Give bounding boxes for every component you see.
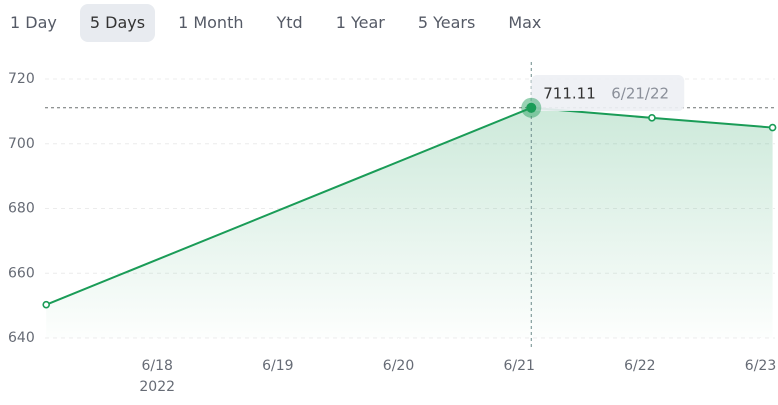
year-label: 2022 (139, 379, 175, 395)
x-tick-label: 6/21 (503, 358, 534, 374)
range-tab[interactable]: 5 Days (79, 4, 156, 42)
y-tick-label: 720 (8, 71, 35, 87)
range-tab[interactable]: 5 Years (417, 13, 476, 32)
price-line (45, 106, 773, 306)
y-tick-label: 640 (8, 330, 35, 346)
point (648, 114, 656, 122)
area (46, 107, 773, 338)
range-tab[interactable]: 1 Month (178, 13, 244, 32)
range-tab[interactable]: Max (508, 13, 542, 32)
x-tick-label: 6/19 (262, 358, 293, 374)
tooltip-date: 6/21/22 (611, 85, 669, 103)
point (768, 123, 777, 132)
range-tab[interactable]: 1 Year (335, 13, 385, 32)
tooltip-value: 711.11 (543, 85, 596, 103)
point (526, 102, 537, 113)
range-tab[interactable]: Ytd (276, 13, 303, 32)
range-tabs: 1 Day 5 Days 1 Month Ytd 1 Year 5 Years Max (0, 4, 564, 42)
x-tick-label: 6/18 (141, 358, 172, 374)
point (42, 300, 51, 309)
y-tick-label: 660 (8, 265, 35, 281)
y-tick-label: 680 (8, 201, 35, 217)
y-tick-label: 700 (8, 136, 35, 152)
range-tab[interactable]: 1 Day (10, 13, 57, 32)
x-tick-label: 6/22 (624, 358, 655, 374)
x-tick-label: 6/23 (745, 358, 776, 374)
tooltip-box (531, 75, 685, 111)
x-tick-label: 6/20 (383, 358, 414, 374)
